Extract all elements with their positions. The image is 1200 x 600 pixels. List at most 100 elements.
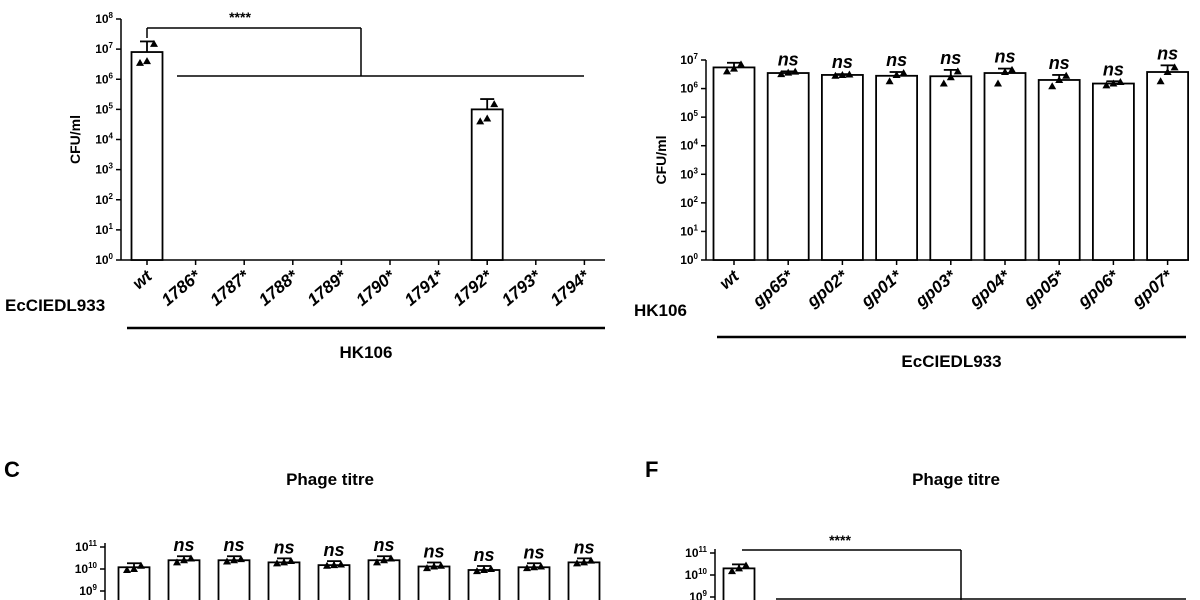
significance-ns: ns: [323, 540, 344, 560]
bar: [766, 72, 810, 261]
data-point: [387, 554, 395, 562]
data-point: [187, 554, 195, 562]
data-point: [237, 555, 245, 563]
significance-ns: ns: [573, 537, 594, 557]
data-point: [580, 558, 588, 566]
y-tick-label: 108: [95, 11, 113, 26]
significance-stars: ****: [229, 9, 251, 25]
data-point: [1055, 75, 1064, 83]
data-point: [723, 67, 731, 75]
y-tick-label: 105: [680, 109, 698, 124]
chart-title: Phage titre: [912, 470, 1000, 489]
y-tick-label: 109: [689, 589, 707, 600]
data-point: [1116, 77, 1125, 85]
x-tick-label: gp07*: [1128, 266, 1178, 312]
data-point: [1163, 68, 1172, 76]
group-label: EcCIEDL933: [901, 352, 1001, 371]
y-tick-label: 103: [95, 162, 113, 177]
significance-ns: ns: [1103, 59, 1124, 79]
significance-ns: ns: [994, 47, 1015, 67]
x-tick-label: 1793*: [498, 266, 545, 310]
data-point: [373, 558, 381, 566]
panel-label: F: [645, 457, 658, 482]
data-point: [885, 77, 894, 85]
data-point: [1156, 77, 1165, 85]
significance-ns: ns: [1049, 53, 1070, 73]
data-point: [423, 564, 431, 572]
bar: [929, 75, 973, 261]
y-tick-label: 1010: [685, 567, 708, 582]
y-axis-label: CFU/ml: [653, 136, 669, 185]
x-tick-label: 1792*: [450, 266, 497, 310]
data-point: [994, 79, 1002, 87]
bar: [983, 72, 1027, 261]
y-tick-label: 102: [95, 192, 113, 207]
data-point: [939, 79, 948, 87]
data-point: [480, 566, 488, 574]
bar: [567, 561, 601, 600]
significance-ns: ns: [473, 545, 494, 565]
data-point: [728, 567, 736, 575]
data-point: [337, 560, 345, 568]
group-label: HK106: [340, 343, 393, 362]
y-tick-label: 100: [680, 252, 698, 267]
data-point: [476, 117, 485, 125]
row-label: HK106: [634, 301, 687, 320]
data-point: [1109, 79, 1118, 87]
bar: [117, 566, 151, 600]
bar: [1092, 82, 1135, 261]
data-point: [287, 557, 295, 565]
bar: [130, 51, 164, 261]
data-point: [380, 556, 388, 564]
data-point: [784, 68, 793, 76]
y-tick-label: 102: [680, 195, 698, 210]
x-tick-label: gp01*: [857, 266, 907, 312]
y-tick-label: 107: [95, 41, 113, 56]
x-tick-label: wt: [129, 266, 157, 294]
y-tick-label: 101: [680, 223, 698, 238]
significance-ns: ns: [940, 48, 961, 68]
data-point: [791, 67, 800, 75]
data-point: [899, 69, 908, 77]
data-point: [143, 57, 151, 65]
bar: [417, 565, 451, 600]
data-point: [330, 561, 338, 569]
significance-ns: ns: [1157, 43, 1178, 63]
data-point: [123, 566, 131, 574]
data-point: [530, 563, 538, 571]
significance-ns: ns: [373, 535, 394, 555]
data-point: [1001, 68, 1009, 76]
bar: [267, 561, 301, 600]
significance-stars: ****: [829, 532, 851, 548]
data-point: [430, 562, 438, 570]
data-point: [130, 565, 138, 572]
significance-ns: ns: [423, 541, 444, 561]
data-point: [223, 557, 231, 565]
y-tick-label: 101: [95, 222, 113, 237]
data-point: [230, 556, 238, 564]
y-tick-label: 100: [95, 252, 113, 267]
chart-title: Phage titre: [286, 470, 374, 489]
data-point: [180, 556, 188, 564]
y-tick-label: 1010: [75, 561, 98, 576]
x-tick-label: gp03*: [911, 266, 961, 312]
data-point: [1102, 81, 1111, 89]
bar: [875, 74, 918, 261]
significance-ns: ns: [223, 535, 244, 555]
significance-ns: ns: [523, 542, 544, 562]
bar: [517, 566, 551, 600]
bar: [1146, 71, 1189, 261]
data-point: [838, 70, 847, 78]
data-point: [137, 561, 145, 569]
data-point: [150, 39, 158, 47]
data-point: [742, 561, 750, 569]
x-tick-label: gp02*: [803, 266, 853, 312]
x-tick-label: 1788*: [255, 266, 302, 310]
chart-f: F Phage titre 109 1010 1011 ****: [645, 457, 1186, 600]
data-point: [437, 561, 445, 569]
data-point: [323, 561, 331, 569]
significance-ns: ns: [778, 49, 799, 69]
y-tick-label: 103: [680, 166, 698, 181]
panel-label: C: [4, 457, 20, 482]
